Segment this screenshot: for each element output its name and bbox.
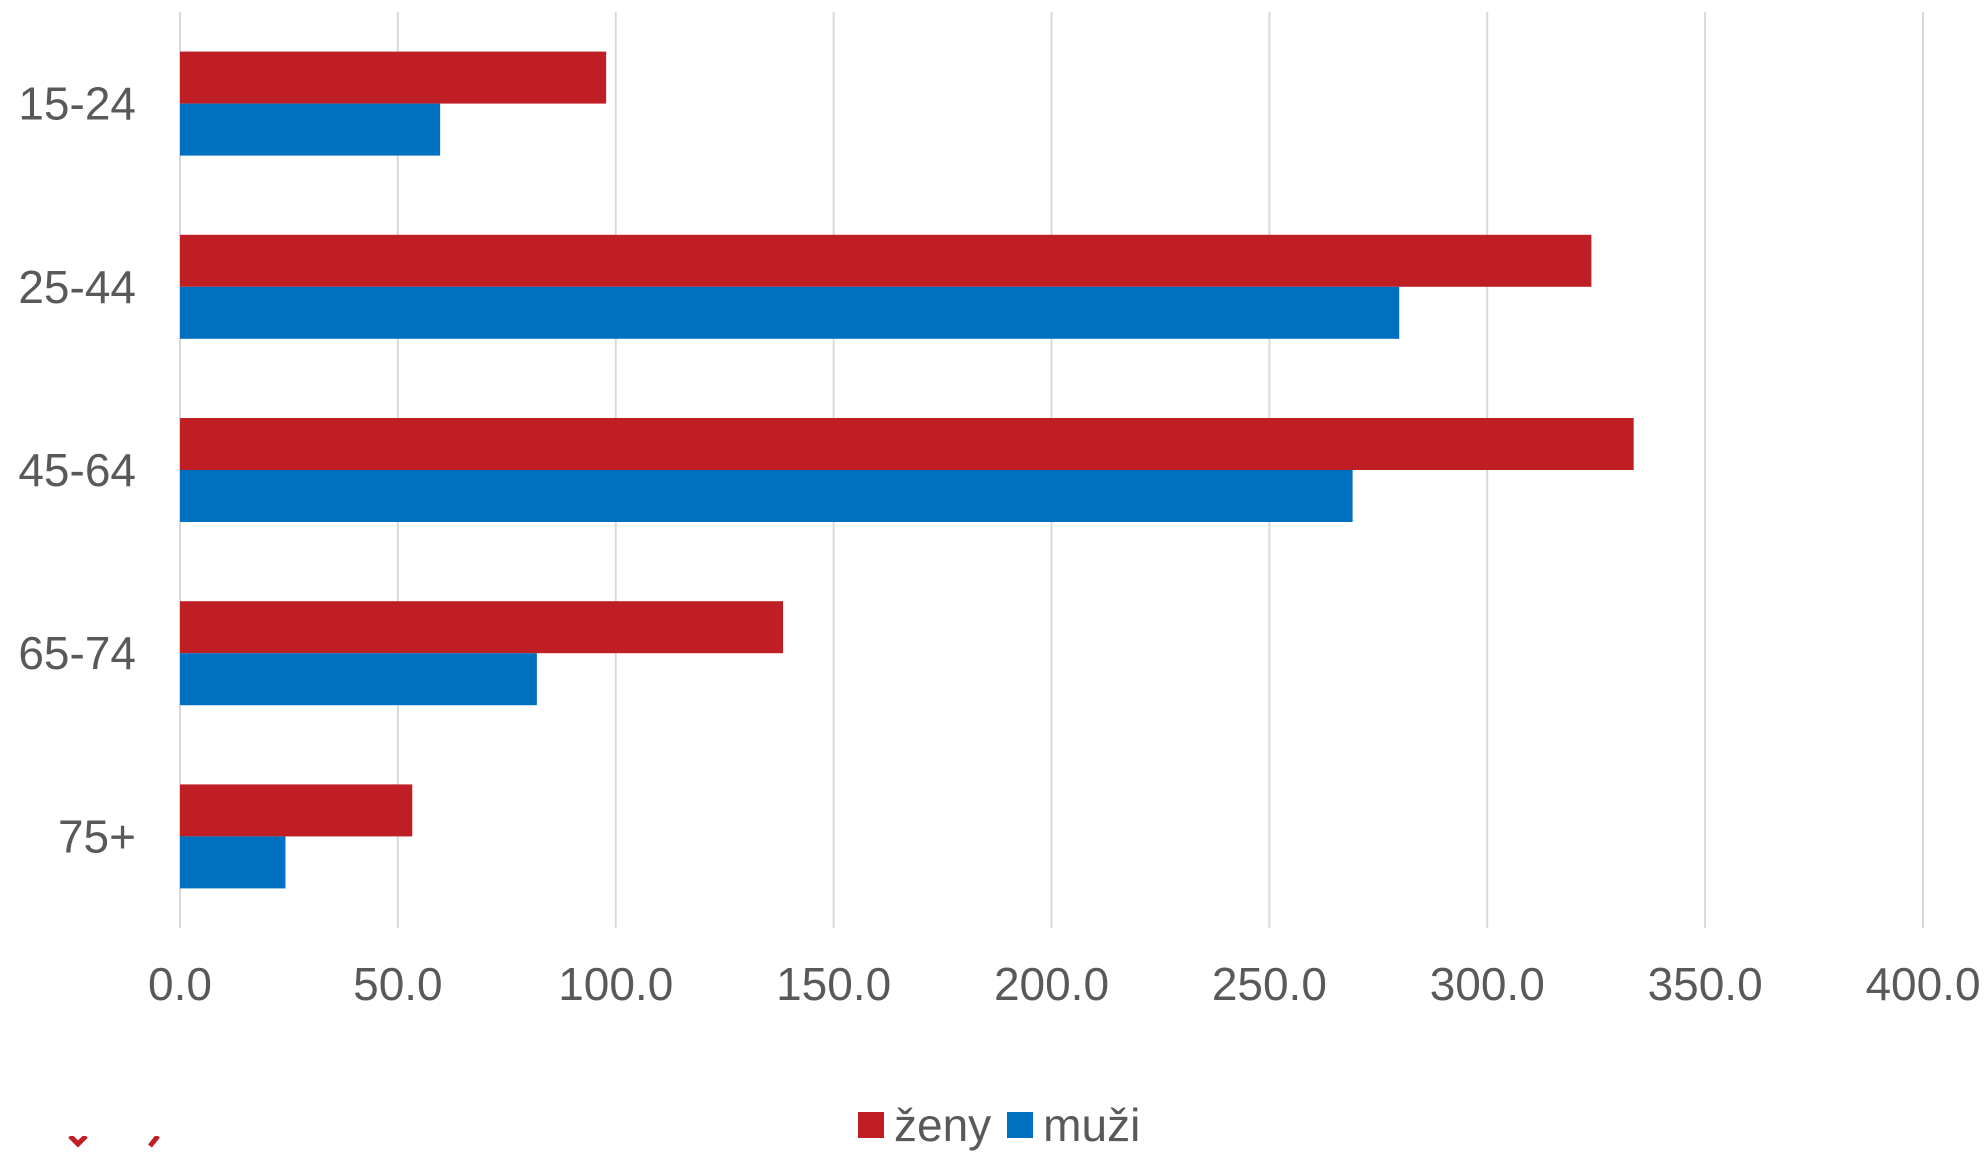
bar-zeny-45-64: [180, 418, 1634, 470]
legend-swatch-muzi: [1007, 1112, 1034, 1138]
legend: ženy muži: [858, 1098, 1156, 1152]
y-axis-categories: 15-24 25-44 45-64 65-74 75+: [18, 78, 136, 863]
x-tick-label: 0.0: [148, 958, 212, 1010]
bar-muzi-25-44: [180, 286, 1400, 339]
bar-muzi-45-64: [180, 470, 1353, 522]
x-tick-label: 200.0: [994, 958, 1109, 1010]
bars: [180, 51, 1634, 889]
x-axis-ticks: 0.0 50.0 100.0 150.0 200.0 250.0 300.0 350.0 400…: [148, 958, 1981, 1010]
category-label: 15-24: [18, 78, 136, 130]
bar-muzi-15-24: [180, 103, 441, 156]
bar-zeny-25-44: [180, 234, 1592, 287]
category-label: 25-44: [18, 261, 136, 313]
x-tick-label: 100.0: [558, 958, 673, 1010]
legend-label-muzi: muži: [1043, 1099, 1141, 1151]
x-tick-label: 300.0: [1430, 958, 1545, 1010]
bar-zeny-15-24: [180, 51, 607, 104]
legend-label-zeny: ženy: [894, 1099, 992, 1151]
x-tick-label: 50.0: [353, 958, 443, 1010]
bar-zeny-65-74: [180, 601, 784, 654]
bar-zeny-75+: [180, 784, 413, 837]
logo-fragment: [68, 1136, 160, 1148]
x-tick-label: 150.0: [776, 958, 891, 1010]
bar-chart: 0.0 50.0 100.0 150.0 200.0 250.0 300.0 350.0 400…: [18, 12, 1981, 1010]
category-label: 75+: [58, 810, 136, 862]
x-tick-label: 250.0: [1212, 958, 1327, 1010]
x-tick-label: 350.0: [1648, 958, 1763, 1010]
legend-item-muzi: muži: [1007, 1098, 1140, 1152]
category-label: 45-64: [18, 444, 136, 496]
bar-muzi-65-74: [180, 653, 537, 706]
category-label: 65-74: [18, 627, 136, 679]
legend-item-zeny: ženy: [858, 1098, 991, 1152]
x-tick-label: 400.0: [1865, 958, 1980, 1010]
legend-swatch-zeny: [858, 1112, 884, 1138]
bar-muzi-75+: [180, 836, 286, 889]
